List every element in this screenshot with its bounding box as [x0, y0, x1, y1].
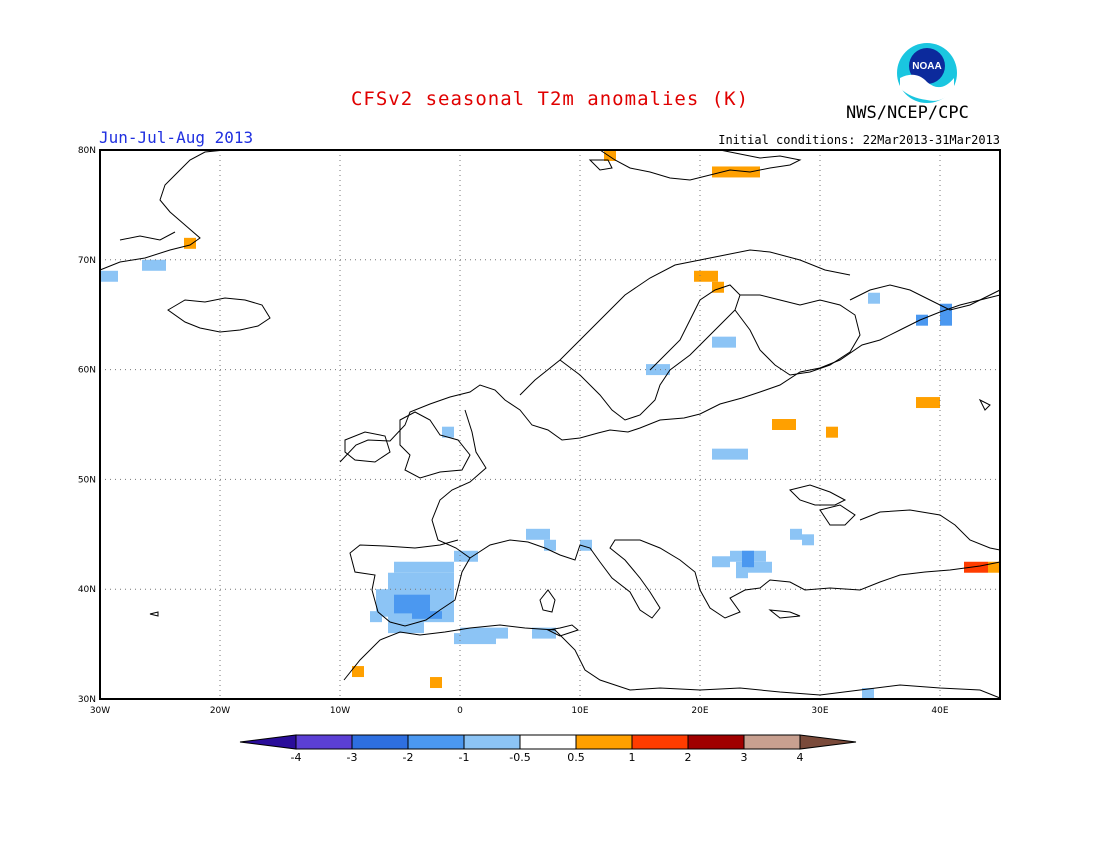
- agency-label: NWS/NCEP/CPC: [846, 103, 969, 123]
- anomaly-cell: [712, 281, 724, 293]
- anomaly-cell: [100, 270, 118, 282]
- anomaly-cell: [736, 567, 748, 579]
- chart-title: CFSv2 seasonal T2m anomalies (K): [350, 88, 750, 110]
- lon-tick-label: 20E: [691, 706, 708, 716]
- noaa-logo-text: NOAA: [912, 61, 941, 72]
- lat-tick-label: 30N: [78, 695, 96, 705]
- anomaly-cell: [604, 150, 616, 161]
- colorbar-label: 0.5: [567, 751, 585, 764]
- lon-tick-label: 10W: [330, 706, 350, 716]
- anomaly-cell: [868, 292, 880, 304]
- anomaly-cell: [184, 237, 196, 249]
- anomaly-cell: [388, 622, 424, 634]
- lon-tick-label: 10E: [571, 706, 588, 716]
- colorbar-label: -0.5: [509, 751, 530, 764]
- anomaly-cell: [394, 561, 454, 573]
- lat-tick-label: 60N: [78, 366, 96, 376]
- anomaly-cell: [790, 528, 802, 540]
- latitude-tick-labels: 30N 40N 50N 60N 70N 80N: [78, 146, 96, 705]
- anomaly-cell: [712, 166, 760, 178]
- colorbar-label: -3: [347, 751, 358, 764]
- colorbar-swatch: [463, 734, 521, 750]
- anomaly-cell: [526, 528, 550, 540]
- lon-tick-label: 30E: [811, 706, 828, 716]
- colorbar-swatch: [687, 734, 745, 750]
- colorbar-labels: -4 -3 -2 -1 -0.5 0.5 1 2 3 4: [291, 751, 804, 764]
- lat-tick-label: 40N: [78, 585, 96, 595]
- colorbar-label: -1: [459, 751, 470, 764]
- anomaly-cell: [964, 561, 988, 573]
- colorbar-swatch: [407, 734, 465, 750]
- anomaly-cell: [454, 633, 496, 645]
- anomaly-cell: [712, 336, 736, 348]
- anomaly-cell: [916, 314, 928, 326]
- lon-tick-label: 40E: [931, 706, 948, 716]
- colorbar-label: 2: [685, 751, 692, 764]
- anomaly-cell: [580, 539, 592, 551]
- anomaly-cell: [532, 627, 556, 639]
- anomaly-cells: [100, 150, 1000, 699]
- colorbar-swatch: [575, 734, 633, 750]
- anomaly-cell: [916, 397, 940, 409]
- colorbar-swatch: [295, 734, 353, 750]
- anomaly-cell: [712, 556, 730, 568]
- anomaly-cell: [694, 270, 718, 282]
- anomaly-cell: [442, 426, 454, 438]
- lat-tick-label: 80N: [78, 146, 96, 156]
- initial-conditions-label: Initial conditions: 22Mar2013-31Mar2013: [718, 133, 1000, 147]
- lat-tick-label: 50N: [78, 475, 96, 485]
- coastlines: [99, 149, 1001, 699]
- anomaly-cell: [142, 259, 166, 271]
- anomaly-cell: [646, 364, 670, 376]
- anomaly-cell: [802, 534, 814, 546]
- anomaly-cell: [394, 594, 430, 614]
- anomaly-cell: [742, 550, 754, 568]
- anomaly-cell: [712, 448, 748, 460]
- anomaly-cell: [454, 550, 478, 562]
- colorbar-swatch: [519, 734, 577, 750]
- colorbar-label: -2: [403, 751, 414, 764]
- map-frame: [99, 149, 1001, 700]
- colorbar-swatch: [351, 734, 409, 750]
- anomaly-cell: [772, 419, 796, 430]
- lon-tick-label: 0: [457, 706, 463, 716]
- anomaly-cell: [826, 426, 838, 438]
- colorbar-max-arrow: [799, 734, 857, 750]
- anomaly-cell: [430, 677, 442, 689]
- anomaly-cell: [862, 688, 874, 699]
- colorbar-label: 4: [797, 751, 804, 764]
- anomaly-cell: [412, 611, 442, 619]
- colorbar-swatch: [743, 734, 801, 750]
- lon-tick-label: 20W: [210, 706, 230, 716]
- colorbar-swatch: [631, 734, 689, 750]
- colorbar-swatches: [239, 734, 857, 750]
- anomaly-cell: [988, 561, 1000, 573]
- colorbar-label: -4: [291, 751, 302, 764]
- lat-tick-label: 70N: [78, 256, 96, 266]
- anomaly-cell: [370, 611, 382, 623]
- colorbar-min-arrow: [239, 734, 297, 750]
- lon-tick-label: 30W: [90, 706, 110, 716]
- anomaly-cell: [376, 589, 388, 617]
- longitude-tick-labels: 30W 20W 10W 0 10E 20E 30E 40E: [90, 706, 949, 716]
- colorbar-label: 3: [741, 751, 748, 764]
- season-label: Jun-Jul-Aug 2013: [99, 128, 254, 147]
- noaa-logo: NOAA: [897, 43, 957, 103]
- colorbar-label: 1: [629, 751, 636, 764]
- anomaly-cell: [544, 539, 556, 551]
- anomaly-cell: [352, 666, 364, 678]
